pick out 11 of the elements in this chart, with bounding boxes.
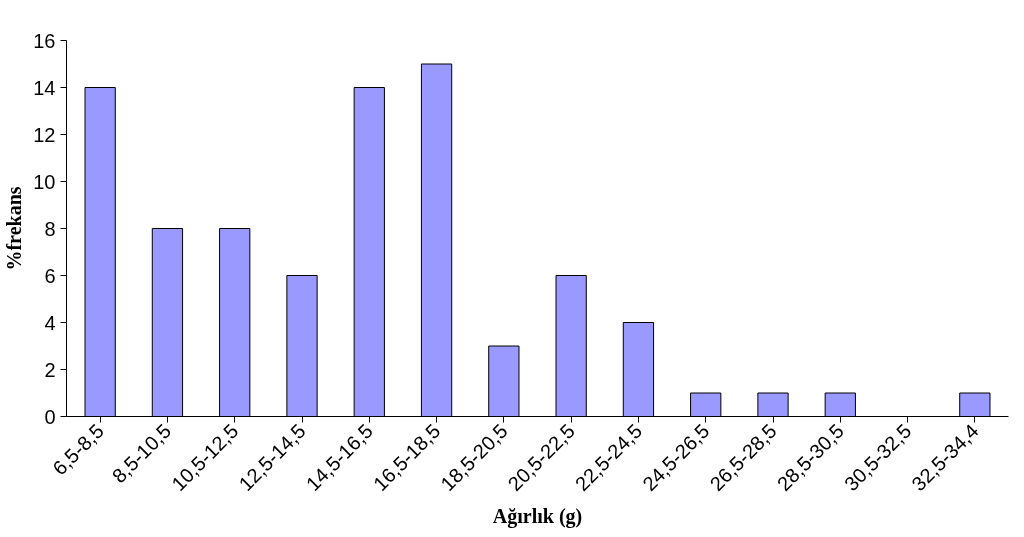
y-tick-label: 16 <box>33 29 56 52</box>
y-tick-label: 8 <box>44 217 56 240</box>
y-tick-label: 12 <box>33 123 56 146</box>
x-axis-title: Ağırlık (g) <box>492 505 583 529</box>
y-tick-label: 2 <box>44 358 56 381</box>
y-axis-title: %frekans <box>3 186 26 271</box>
y-tick-label: 4 <box>44 311 56 334</box>
y-tick-label: 6 <box>44 264 56 287</box>
y-tick-label: 14 <box>33 76 56 99</box>
y-tick-label: 0 <box>44 405 56 428</box>
y-tick-label: 10 <box>33 170 56 193</box>
